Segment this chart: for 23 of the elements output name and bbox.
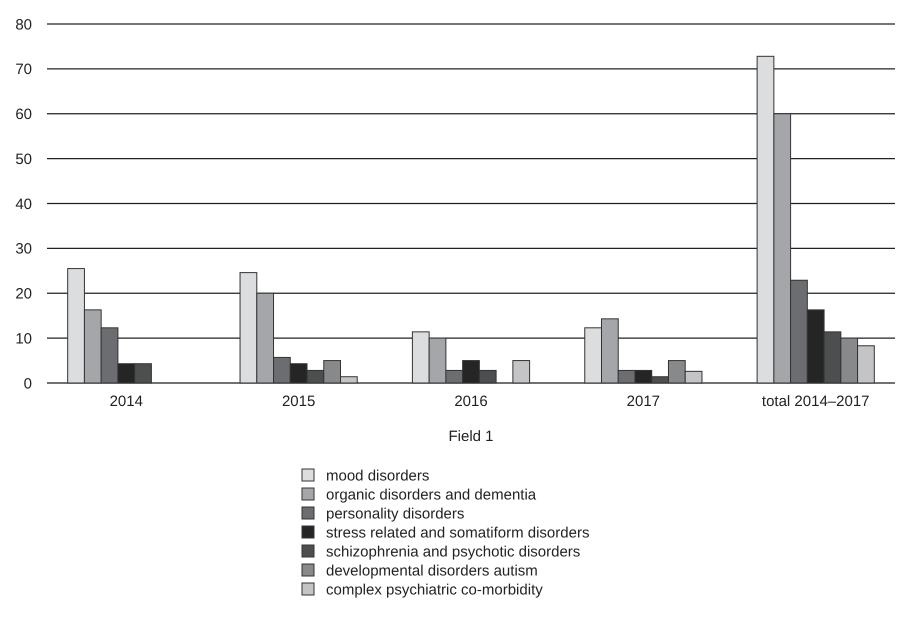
y-tick-label: 0 bbox=[24, 375, 32, 392]
y-tick-label: 60 bbox=[15, 106, 32, 123]
legend-label: mood disorders bbox=[326, 467, 430, 484]
legend-label: organic disorders and dementia bbox=[326, 486, 537, 504]
x-axis-title: Field 1 bbox=[448, 428, 494, 445]
x-tick-label: 2016 bbox=[454, 393, 488, 410]
x-tick-label: 2015 bbox=[282, 393, 316, 410]
legend-label: complex psychiatric co-morbidity bbox=[326, 581, 544, 598]
y-tick-label: 10 bbox=[15, 330, 32, 348]
bar bbox=[512, 360, 530, 384]
legend-label: developmental disorders autism bbox=[326, 562, 538, 580]
y-tick-label: 20 bbox=[15, 286, 32, 302]
x-tick-label: 2014 bbox=[110, 393, 143, 410]
legend-label: stress related and somatiform disorders bbox=[326, 524, 590, 542]
y-tick-label: 30 bbox=[15, 240, 32, 258]
x-tick-label: total 2014–2017 bbox=[762, 393, 870, 410]
y-tick-label: 40 bbox=[15, 196, 32, 213]
x-tick-label: 2017 bbox=[626, 393, 660, 410]
legend-label: schizophrenia and psychotic disorders bbox=[326, 543, 580, 560]
y-tick-label: 70 bbox=[15, 61, 32, 78]
y-tick-label: 50 bbox=[15, 150, 32, 168]
legend-label: personality disorders bbox=[326, 505, 464, 522]
y-tick-label: 80 bbox=[15, 16, 32, 34]
